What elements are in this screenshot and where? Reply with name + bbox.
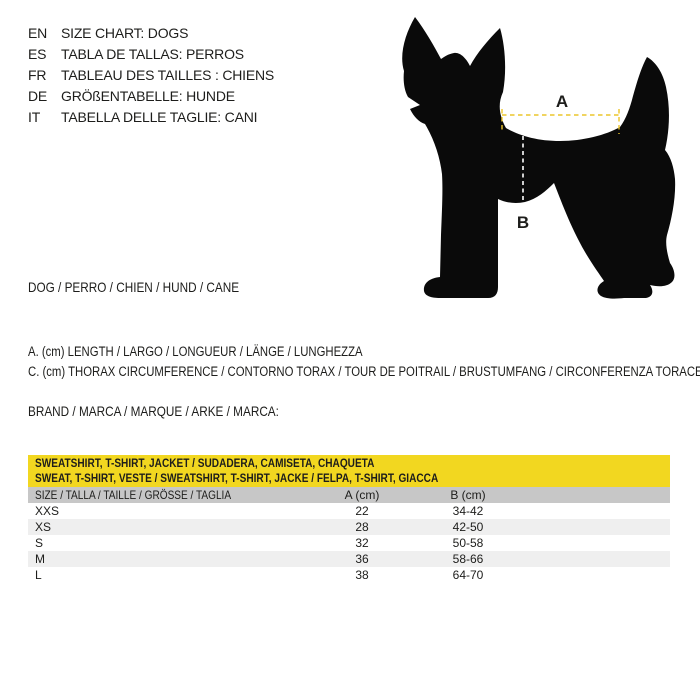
measurement-c-text: C. (cm) THORAX CIRCUMFERENCE / CONTORNO … xyxy=(28,364,700,379)
table-row-xs: XS 28 42-50 xyxy=(28,519,670,535)
table-row-l: L 38 64-70 xyxy=(28,567,670,583)
size-cell: S xyxy=(35,536,44,550)
size-cell: XXS xyxy=(35,504,60,518)
language-code: IT xyxy=(28,109,41,125)
dog-measurement-diagram: A B xyxy=(402,17,676,299)
language-code: DE xyxy=(28,88,48,104)
a-cell: 36 xyxy=(355,552,369,566)
size-cell: M xyxy=(35,552,45,566)
language-row: ES TABLA DE TALLAS: PERROS xyxy=(28,44,274,65)
language-row: EN SIZE CHART: DOGS xyxy=(28,23,274,44)
table-header-row: SIZE / TALLA / TAILLE / GRÖSSE / TAGLIA … xyxy=(28,487,670,503)
a-cell: 28 xyxy=(355,520,369,534)
table-title-line1-text: SWEATSHIRT, T-SHIRT, JACKET / SUDADERA, … xyxy=(35,456,375,470)
table-row-s: S 32 50-58 xyxy=(28,535,670,551)
a-cell: 38 xyxy=(355,568,369,582)
table-title-line1: SWEATSHIRT, T-SHIRT, JACKET / SUDADERA, … xyxy=(35,456,670,471)
a-cell: 22 xyxy=(355,504,369,518)
b-cell: 64-70 xyxy=(452,568,484,582)
table-title-band: SWEATSHIRT, T-SHIRT, JACKET / SUDADERA, … xyxy=(28,455,670,487)
language-code: EN xyxy=(28,25,48,41)
table-row-m: M 36 58-66 xyxy=(28,551,670,567)
language-code: ES xyxy=(28,46,47,62)
table-row-xxs: XXS 22 34-42 xyxy=(28,503,670,519)
language-title: SIZE CHART: DOGS xyxy=(61,25,189,41)
language-title-list: EN SIZE CHART: DOGS ES TABLA DE TALLAS: … xyxy=(28,23,274,128)
subject-caption: DOG / PERRO / CHIEN / HUND / CANE xyxy=(28,279,279,295)
measurement-c-definition: C. (cm) THORAX CIRCUMFERENCE / CONTORNO … xyxy=(28,362,700,382)
subject-caption-text: DOG / PERRO / CHIEN / HUND / CANE xyxy=(28,279,240,295)
column-header-size-text: SIZE / TALLA / TAILLE / GRÖSSE / TAGLIA xyxy=(35,488,232,502)
size-cell: XS xyxy=(35,520,52,534)
measure-label-a: A xyxy=(556,92,568,111)
measurement-a-definition: A. (cm) LENGTH / LARGO / LONGUEUR / LÄNG… xyxy=(28,342,700,362)
size-table: SWEATSHIRT, T-SHIRT, JACKET / SUDADERA, … xyxy=(28,455,670,583)
language-row: DE GRÖßENTABELLE: HUNDE xyxy=(28,86,274,107)
measurement-legend: A. (cm) LENGTH / LARGO / LONGUEUR / LÄNG… xyxy=(28,342,700,382)
measurement-a-text: A. (cm) LENGTH / LARGO / LONGUEUR / LÄNG… xyxy=(28,344,363,359)
brand-caption: BRAND / MARCA / MARQUE / ARKE / MARCA: xyxy=(28,403,327,419)
language-code: FR xyxy=(28,67,47,83)
column-header-b: B (cm) xyxy=(450,488,486,502)
language-title: TABLEAU DES TAILLES : CHIENS xyxy=(61,67,275,83)
language-row: IT TABELLA DELLE TAGLIE: CANI xyxy=(28,107,274,128)
measure-label-b: B xyxy=(517,213,529,232)
language-title: GRÖßENTABELLE: HUNDE xyxy=(61,88,235,104)
brand-caption-text: BRAND / MARCA / MARQUE / ARKE / MARCA: xyxy=(28,403,279,419)
a-cell: 32 xyxy=(355,536,369,550)
column-header-a: A (cm) xyxy=(344,488,380,502)
column-header-size: SIZE / TALLA / TAILLE / GRÖSSE / TAGLIA xyxy=(28,487,298,503)
table-title-line2-text: SWEAT, T-SHIRT, VESTE / SWEATSHIRT, T-SH… xyxy=(35,471,439,485)
language-title: TABELLA DELLE TAGLIE: CANI xyxy=(61,109,258,125)
language-row: FR TABLEAU DES TAILLES : CHIENS xyxy=(28,65,274,86)
table-title-line2: SWEAT, T-SHIRT, VESTE / SWEATSHIRT, T-SH… xyxy=(35,471,670,486)
size-cell: L xyxy=(35,568,42,582)
b-cell: 50-58 xyxy=(452,536,484,550)
b-cell: 34-42 xyxy=(452,504,484,518)
b-cell: 42-50 xyxy=(452,520,484,534)
b-cell: 58-66 xyxy=(452,552,484,566)
dog-silhouette-icon xyxy=(402,17,676,299)
language-title: TABLA DE TALLAS: PERROS xyxy=(61,46,244,62)
